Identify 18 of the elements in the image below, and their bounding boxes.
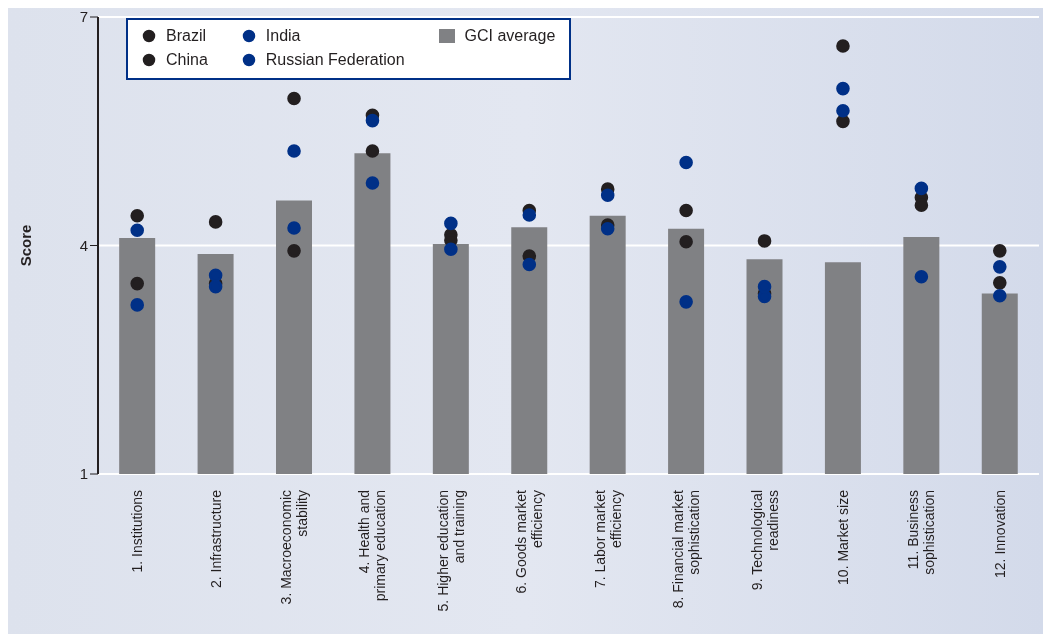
legend-label: Russian Federation bbox=[265, 51, 405, 69]
x-tick-label: 12. Innovation bbox=[991, 490, 1008, 578]
x-tick-label: 1. Institutions bbox=[129, 490, 146, 573]
y-axis-title: Score bbox=[17, 224, 35, 267]
x-tick-label: 6. Goods market efficiency bbox=[513, 489, 546, 594]
legend-label: China bbox=[166, 51, 208, 69]
x-tick-label: 10. Market size bbox=[834, 489, 851, 585]
legend-label: Brazil bbox=[166, 27, 207, 45]
x-tick-label: 11. Business sophistication bbox=[905, 490, 938, 575]
y-tick-label: 7 bbox=[79, 8, 88, 26]
y-tick-label: 1 bbox=[79, 465, 88, 483]
legend-label: India bbox=[265, 27, 301, 45]
x-tick-label: 7. Labor market efficiency bbox=[591, 489, 624, 589]
x-tick-label: 3. Macroeconomic stability bbox=[278, 490, 311, 605]
x-tick-label: 9. Technological readiness bbox=[748, 490, 781, 591]
legend-label: GCI average bbox=[464, 27, 556, 45]
y-tick-label: 4 bbox=[79, 236, 88, 254]
x-tick-label: 2. Infrastructure bbox=[207, 489, 224, 589]
